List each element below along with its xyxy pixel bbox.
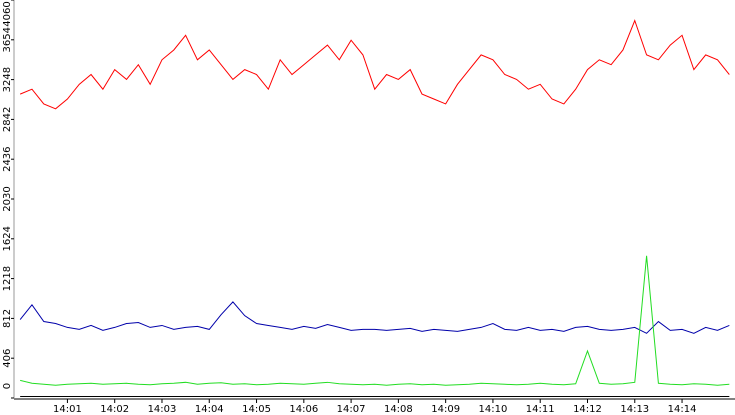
x-tick-label: 14:04 [195,404,224,415]
x-tick-label: 14:05 [242,404,271,415]
series-line [20,255,730,386]
y-tick-label: 1218 [2,266,13,291]
y-tick-label: 2030 [2,186,13,211]
x-tick-label: 14:03 [148,404,177,415]
y-tick-label: 4060 [2,1,13,26]
x-tick-label: 14:01 [53,404,82,415]
x-tick-label: 14:11 [526,404,555,415]
y-tick-label: 2842 [2,107,13,132]
x-tick-label: 14:13 [620,404,649,415]
series-line [19,301,730,334]
x-tick-label: 14:08 [384,404,413,415]
y-tick-label: 2436 [2,146,13,171]
y-tick-label: 3248 [2,67,13,92]
x-tick-label: 14:12 [573,404,602,415]
x-tick-label: 14:07 [337,404,366,415]
y-tick-label: 1624 [2,226,13,251]
y-tick-label: 406 [2,349,13,368]
x-tick-label: 14:02 [100,404,129,415]
x-tick-label: 14:14 [668,404,697,415]
x-tick-label: 14:06 [289,404,318,415]
x-tick-label: 14:09 [431,404,460,415]
x-tick-label: 14:10 [479,404,508,415]
y-tick-label: 812 [2,309,13,328]
y-tick-label: 3654 [2,27,13,52]
y-tick-label: 0 [2,383,13,389]
series-line [19,19,730,110]
